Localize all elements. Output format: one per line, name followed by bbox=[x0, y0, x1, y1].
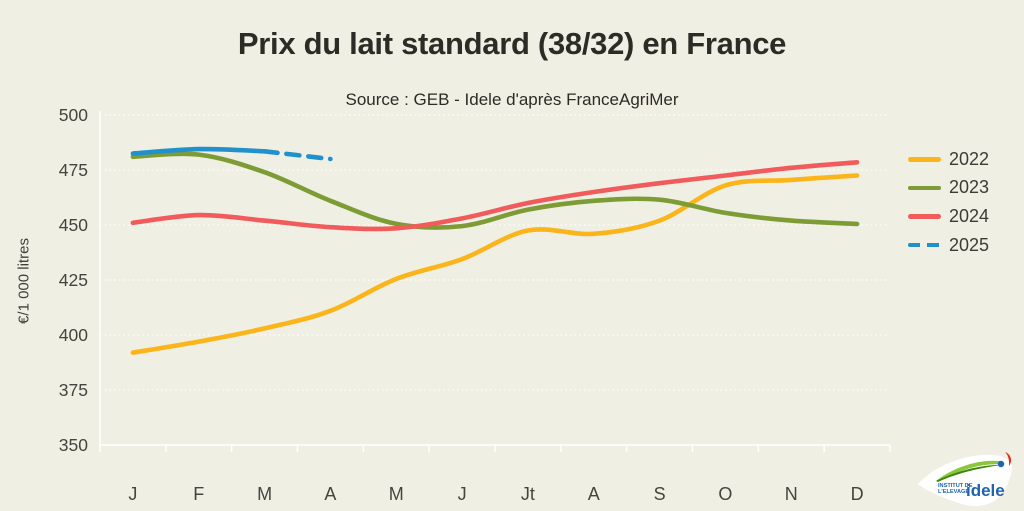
y-tick-label: 400 bbox=[59, 325, 88, 345]
idele-logo: INSTITUT DE L'ELEVAGE idele bbox=[918, 452, 1012, 507]
legend-item-2022: 2022 bbox=[908, 145, 989, 174]
legend-label: 2023 bbox=[949, 177, 990, 198]
legend-item-2023: 2023 bbox=[908, 174, 989, 203]
legend-swatch-2022 bbox=[908, 157, 941, 162]
x-tick-label: F bbox=[193, 484, 204, 504]
legend-label: 2024 bbox=[949, 205, 990, 226]
x-tick-label: D bbox=[851, 484, 864, 504]
y-tick-label: 475 bbox=[59, 160, 88, 180]
y-tick-label: 375 bbox=[59, 380, 88, 400]
series-line-2025-solid bbox=[130, 146, 267, 156]
x-tick-label: M bbox=[389, 484, 404, 504]
chart-source-subtitle: Source : GEB - Idele d'après FranceAgriM… bbox=[345, 90, 679, 109]
x-tick-label: M bbox=[257, 484, 272, 504]
logo-text-line1: INSTITUT DE bbox=[938, 483, 973, 489]
series-line-2025-dashed bbox=[262, 149, 333, 162]
legend-label: 2025 bbox=[949, 234, 990, 255]
x-tick-label: Jt bbox=[521, 484, 535, 504]
logo-red-comma bbox=[1005, 452, 1012, 466]
logo-brand-text: idele bbox=[966, 481, 1005, 500]
x-tick-label: O bbox=[718, 484, 732, 504]
series-line-2022 bbox=[130, 173, 860, 355]
page-title: Prix du lait standard (38/32) en France bbox=[237, 26, 787, 61]
legend-swatch-2024 bbox=[908, 214, 941, 219]
legend-swatch-2025 bbox=[908, 242, 941, 248]
x-tick-label: J bbox=[128, 484, 137, 504]
x-tick-label: S bbox=[654, 484, 666, 504]
series-line-2023 bbox=[130, 151, 860, 230]
y-tick-label: 350 bbox=[59, 435, 88, 455]
y-tick-label: 500 bbox=[59, 105, 88, 125]
x-tick-label: A bbox=[324, 484, 336, 504]
y-tick-label: 450 bbox=[59, 215, 88, 235]
logo-pick-shape bbox=[918, 454, 1012, 507]
series-line-2024 bbox=[130, 160, 860, 232]
x-tick-label: N bbox=[785, 484, 798, 504]
legend-swatch-2023 bbox=[908, 185, 941, 191]
legend-item-2024: 2024 bbox=[908, 202, 989, 231]
legend-item-2025: 2025 bbox=[908, 231, 989, 260]
y-tick-label: 425 bbox=[59, 270, 88, 290]
chart-legend: 2022 2023 2024 2025 bbox=[908, 145, 989, 259]
logo-blue-droplet bbox=[997, 460, 1005, 468]
legend-label: 2022 bbox=[949, 148, 990, 169]
logo-text-line2: L'ELEVAGE bbox=[938, 489, 969, 495]
x-tick-label: A bbox=[588, 484, 600, 504]
x-tick-label: J bbox=[458, 484, 467, 504]
